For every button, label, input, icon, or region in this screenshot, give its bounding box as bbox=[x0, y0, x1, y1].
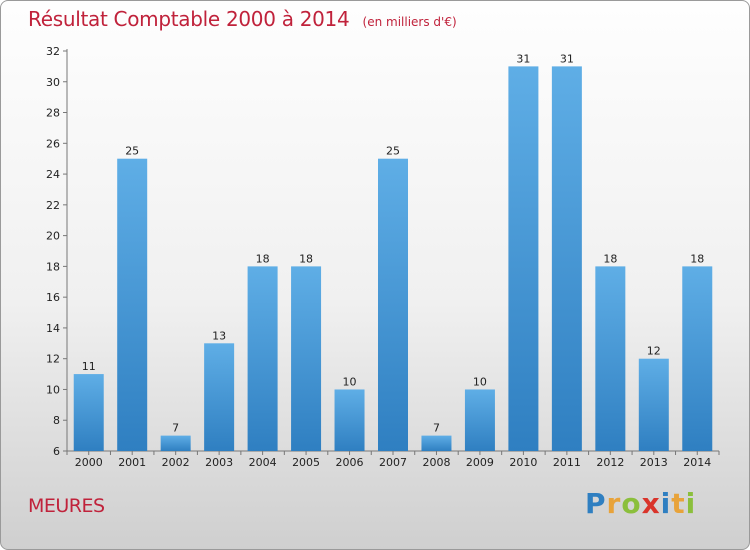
bar-2003 bbox=[204, 343, 235, 451]
y-tick-label: 18 bbox=[46, 260, 60, 273]
x-tick-label-2000: 2000 bbox=[75, 456, 103, 469]
x-tick-label-2003: 2003 bbox=[205, 456, 233, 469]
value-label-2012: 18 bbox=[603, 252, 617, 265]
bar-2006 bbox=[334, 389, 365, 451]
y-tick-label: 32 bbox=[46, 45, 60, 58]
y-tick-label: 14 bbox=[46, 322, 60, 335]
x-tick-label-2010: 2010 bbox=[509, 456, 537, 469]
value-label-2000: 11 bbox=[82, 360, 96, 373]
bar-2008 bbox=[421, 435, 452, 451]
logo-letter: i bbox=[660, 487, 672, 520]
x-tick-label-2007: 2007 bbox=[379, 456, 407, 469]
bar-2010 bbox=[508, 66, 539, 451]
value-label-2007: 25 bbox=[386, 145, 400, 158]
value-label-2001: 25 bbox=[125, 145, 139, 158]
chart-subtitle: (en milliers d'€) bbox=[362, 15, 457, 29]
value-label-2013: 12 bbox=[647, 345, 661, 358]
value-label-2010: 31 bbox=[516, 52, 530, 65]
bar-2007 bbox=[378, 158, 408, 451]
value-label-2004: 18 bbox=[256, 252, 270, 265]
value-label-2005: 18 bbox=[299, 252, 313, 265]
bar-2001 bbox=[117, 158, 148, 451]
y-tick-label: 16 bbox=[46, 291, 60, 304]
value-label-2006: 10 bbox=[343, 375, 357, 388]
bar-2012 bbox=[595, 266, 626, 451]
chart-title: Résultat Comptable 2000 à 2014 bbox=[28, 7, 350, 31]
y-tick-label: 24 bbox=[46, 168, 60, 181]
y-tick-label: 6 bbox=[53, 445, 60, 458]
bar-2011 bbox=[551, 66, 582, 451]
x-tick-label-2002: 2002 bbox=[162, 456, 190, 469]
value-label-2003: 13 bbox=[212, 329, 226, 342]
y-tick-label: 30 bbox=[46, 76, 60, 89]
x-tick-label-2012: 2012 bbox=[596, 456, 624, 469]
x-tick-label-2005: 2005 bbox=[292, 456, 320, 469]
value-label-2009: 10 bbox=[473, 375, 487, 388]
y-tick-label: 10 bbox=[46, 383, 60, 396]
x-tick-label-2011: 2011 bbox=[553, 456, 581, 469]
logo-letter: i bbox=[685, 487, 697, 520]
bar-2005 bbox=[291, 266, 322, 451]
x-tick-label-2014: 2014 bbox=[683, 456, 711, 469]
value-label-2002: 7 bbox=[172, 422, 179, 435]
x-tick-label-2008: 2008 bbox=[422, 456, 450, 469]
logo-letter: P bbox=[585, 487, 607, 520]
y-tick-label: 20 bbox=[46, 230, 60, 243]
x-tick-label-2004: 2004 bbox=[249, 456, 277, 469]
commune-name: MEURES bbox=[28, 495, 105, 517]
logo-letter: o bbox=[621, 487, 642, 520]
bar-2014 bbox=[682, 266, 713, 451]
logo-letter: x bbox=[641, 487, 661, 520]
y-tick-label: 28 bbox=[46, 107, 60, 120]
bar-2013 bbox=[638, 358, 669, 451]
value-label-2011: 31 bbox=[560, 52, 574, 65]
x-tick-label-2001: 2001 bbox=[118, 456, 146, 469]
proxiti-logo: Proxiti bbox=[585, 487, 696, 520]
y-tick-label: 26 bbox=[46, 137, 60, 150]
value-label-2008: 7 bbox=[433, 422, 440, 435]
y-tick-label: 12 bbox=[46, 353, 60, 366]
logo-letter: r bbox=[606, 487, 622, 520]
y-tick-label: 8 bbox=[53, 414, 60, 427]
y-tick-label: 22 bbox=[46, 199, 60, 212]
logo-letter: t bbox=[671, 487, 686, 520]
value-label-2014: 18 bbox=[690, 252, 704, 265]
bar-2004 bbox=[247, 266, 278, 451]
bar-2002 bbox=[160, 435, 191, 451]
x-tick-label-2009: 2009 bbox=[466, 456, 494, 469]
bar-2000 bbox=[73, 374, 104, 451]
x-tick-label-2013: 2013 bbox=[640, 456, 668, 469]
x-tick-label-2006: 2006 bbox=[336, 456, 364, 469]
bar-2009 bbox=[464, 389, 495, 451]
title-row: Résultat Comptable 2000 à 2014 (en milli… bbox=[28, 7, 457, 31]
